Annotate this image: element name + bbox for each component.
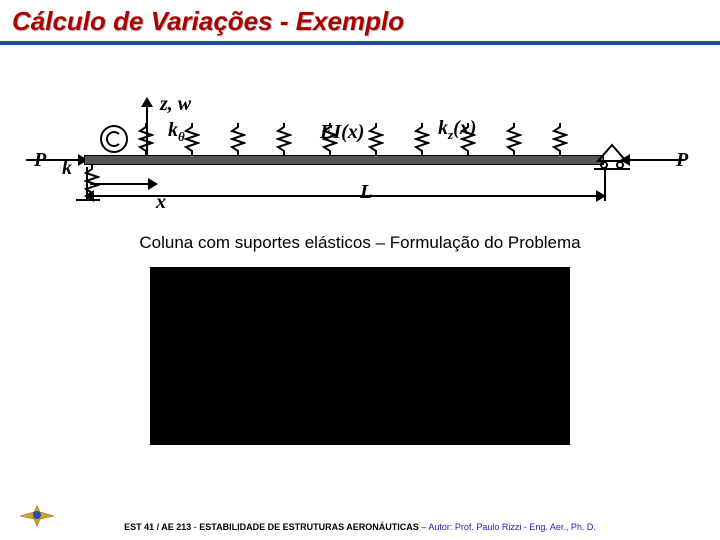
z-axis-arrowhead (141, 97, 153, 107)
footer-subject: ESTABILIDADE DE ESTRUTURAS AERONÁUTICAS (199, 522, 419, 532)
p-left-line (26, 159, 82, 161)
spring-2 (184, 123, 200, 155)
spring-1 (138, 123, 154, 155)
beam (84, 155, 604, 165)
formula-blackbox (150, 267, 570, 445)
label-l: L (360, 181, 372, 204)
roller-support-right (594, 143, 630, 171)
footer-course: EST 41 / AE 213 (124, 522, 191, 532)
spring-10 (552, 123, 568, 155)
spring-5 (322, 123, 338, 155)
footer-author: Autor: Prof. Paulo Rizzi - Eng. Aer., Ph… (428, 522, 596, 532)
spring-9 (506, 123, 522, 155)
dim-l-line (92, 195, 598, 197)
label-k-linear: k (62, 157, 72, 180)
dim-l-tick-right (604, 167, 606, 201)
slide-title: Cálculo de Variações - Exemplo (0, 0, 720, 41)
p-right-line (628, 159, 684, 161)
beam-diagram: z, w kθ EI(x) kz(x) P P k x (0, 45, 720, 225)
dim-l-tick-left (86, 167, 88, 201)
spring-4 (276, 123, 292, 155)
spring-7 (414, 123, 430, 155)
label-zw: z, w (160, 93, 191, 116)
x-axis-arrowhead (148, 178, 158, 190)
x-axis-line (90, 183, 152, 185)
ktheta-k: k (168, 119, 178, 141)
spring-6 (368, 123, 384, 155)
rotational-spring-icon (100, 125, 128, 153)
spring-3 (230, 123, 246, 155)
kz-k: k (438, 117, 448, 139)
spring-8 (460, 123, 476, 155)
diagram-caption: Coluna com suportes elásticos – Formulaç… (0, 233, 720, 253)
slide-footer: EST 41 / AE 213 - ESTABILIDADE DE ESTRUT… (0, 522, 720, 532)
label-ktheta: kθ (168, 119, 185, 145)
